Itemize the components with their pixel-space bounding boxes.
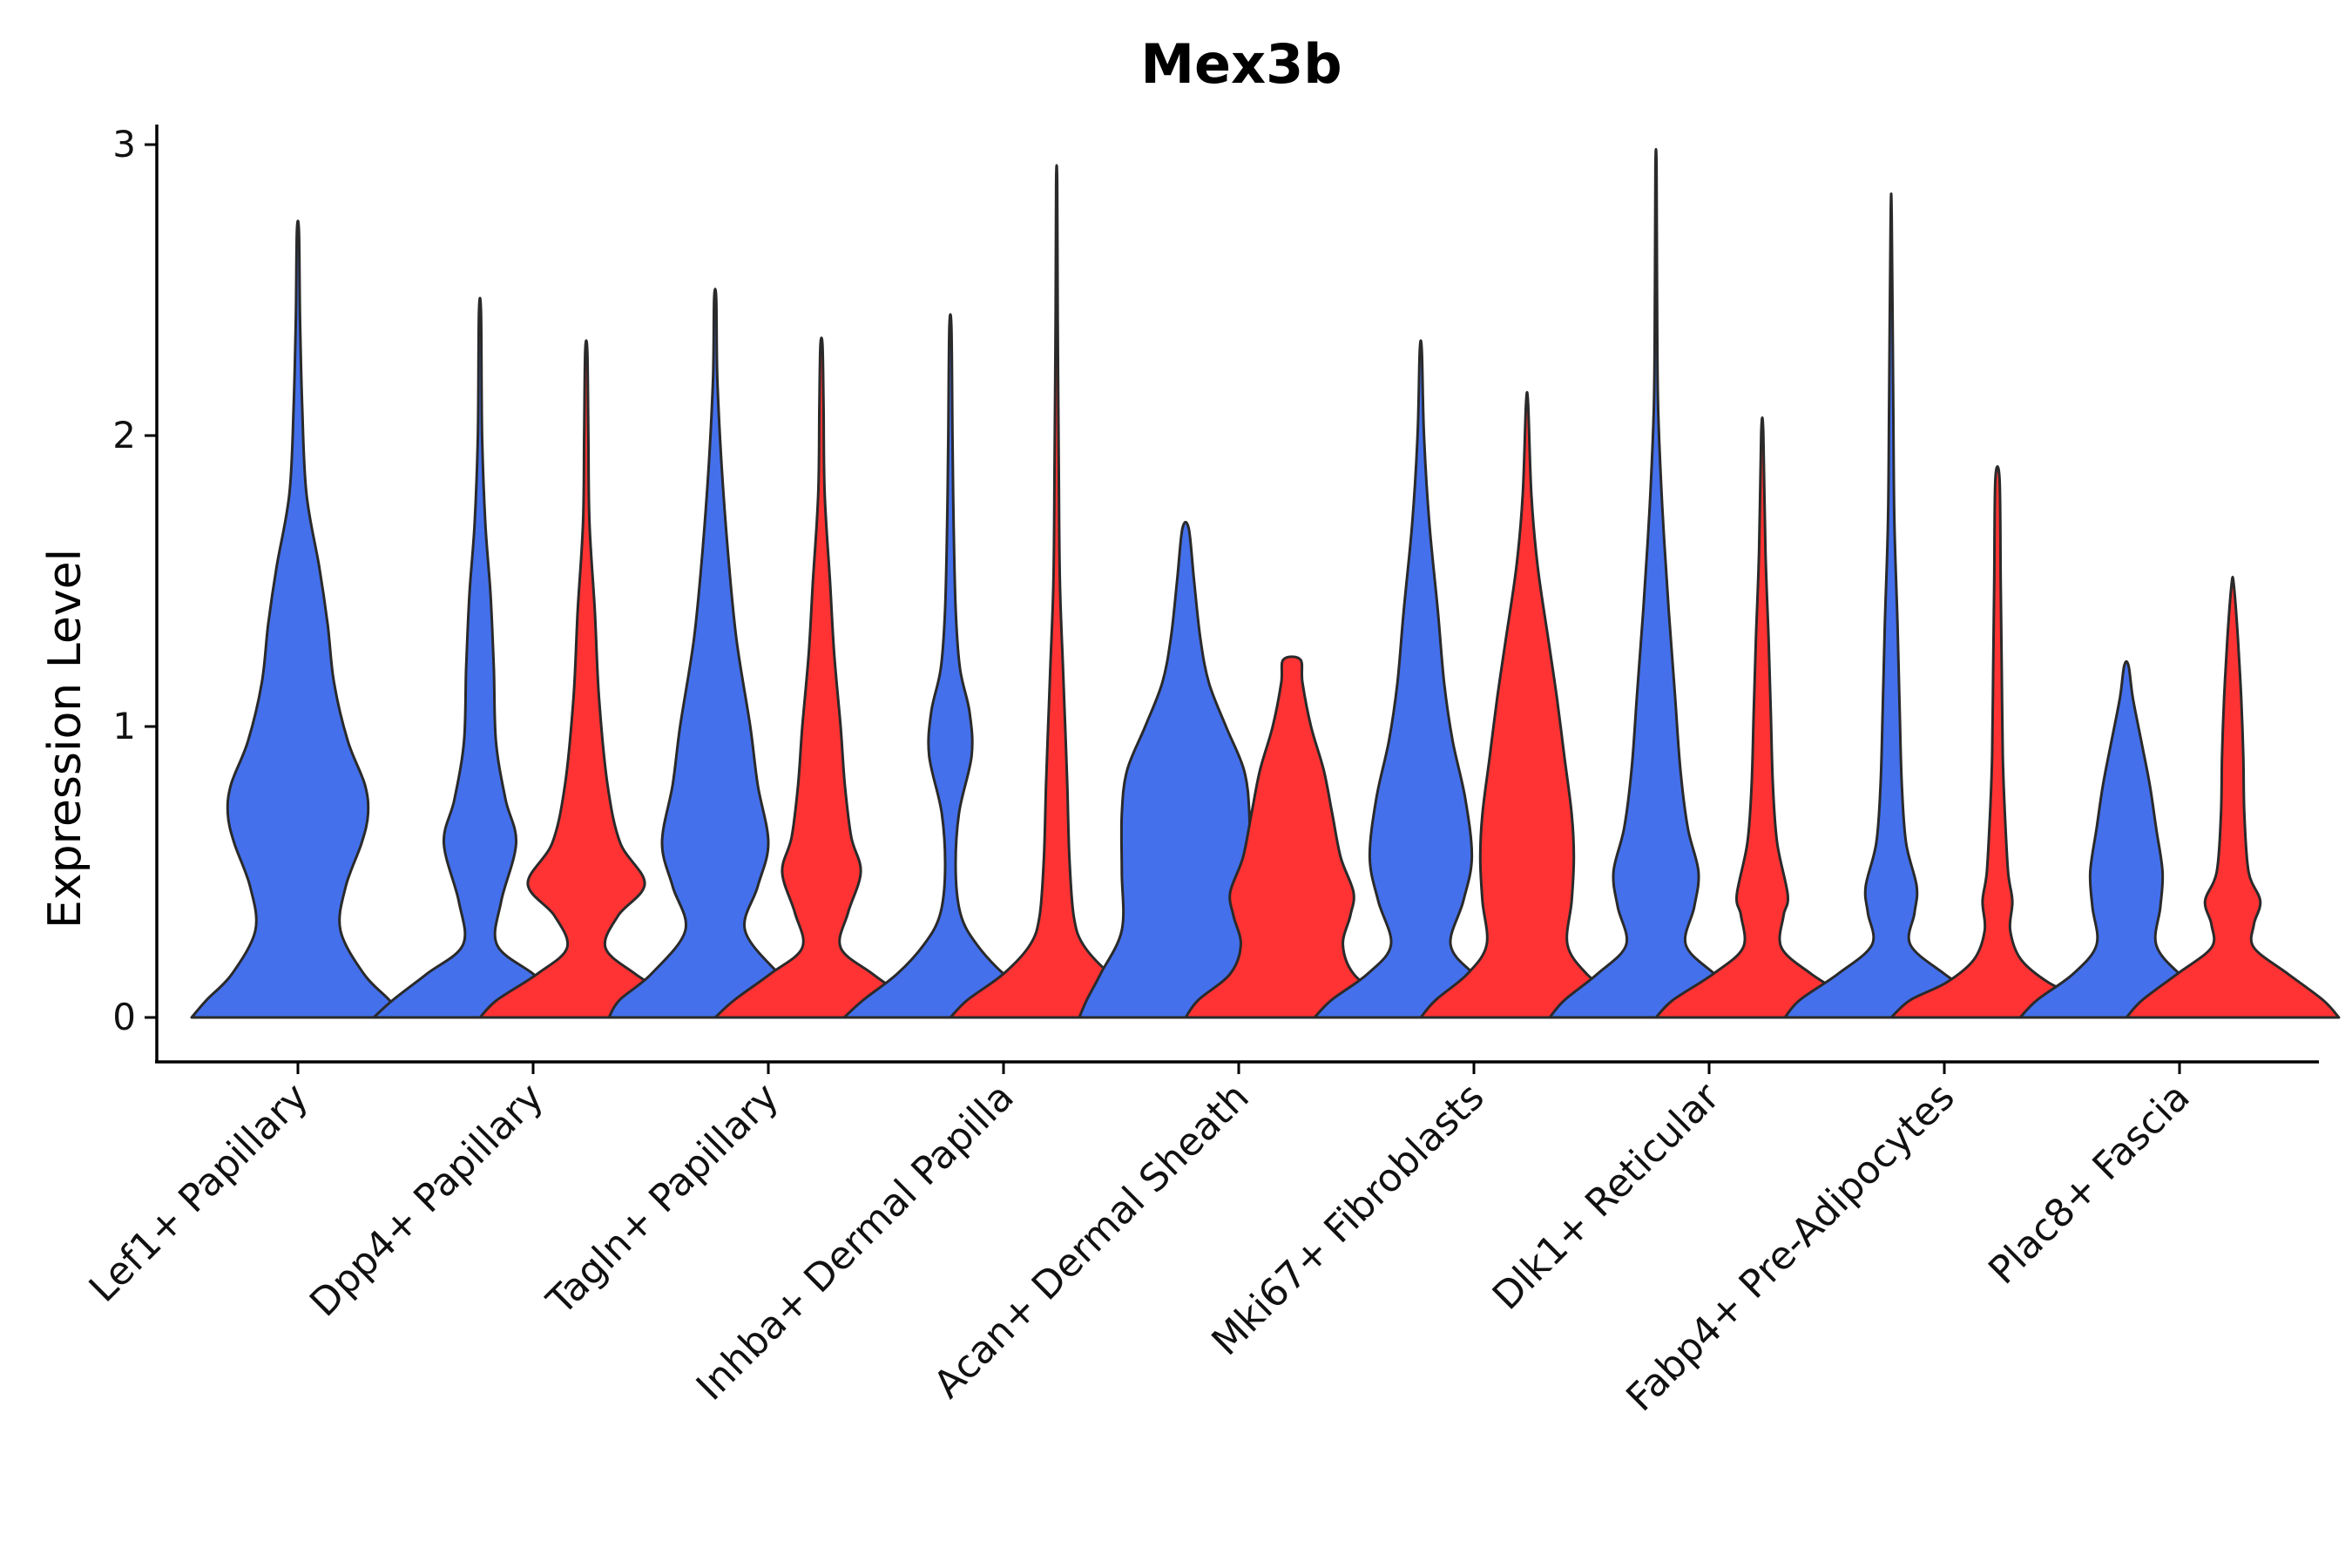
violin-blue-2 [607, 287, 823, 1019]
chart-title: Mex3b [1140, 32, 1342, 96]
violin-blue-6 [1548, 147, 1764, 1019]
y-tick-label: 2 [112, 414, 136, 456]
violin-blue-5 [1313, 339, 1529, 1019]
violin-red-3 [949, 164, 1165, 1019]
violin-red-6 [1654, 416, 1870, 1019]
violin-blue-3 [842, 313, 1058, 1019]
violin-red-1 [478, 339, 694, 1019]
violin-red-8 [2125, 575, 2341, 1019]
violin-blue-7 [1783, 193, 1999, 1019]
violin-red-5 [1419, 390, 1635, 1019]
axes [155, 125, 2319, 1064]
violin-red-4 [1184, 655, 1400, 1019]
violin-red-2 [713, 336, 929, 1019]
y-tick-label: 1 [112, 705, 136, 747]
violin-group [190, 147, 2341, 1019]
violin-blue-1 [372, 296, 588, 1019]
y-axis-label: Expression Level [39, 549, 91, 929]
y-tick-label: 3 [112, 123, 136, 166]
violin-red-7 [1889, 464, 2105, 1019]
violin-blue-0 [190, 220, 406, 1019]
y-ticks: 0 1 2 3 [112, 123, 157, 1038]
violin-blue-8 [2018, 659, 2234, 1019]
y-tick-label: 0 [112, 996, 136, 1038]
